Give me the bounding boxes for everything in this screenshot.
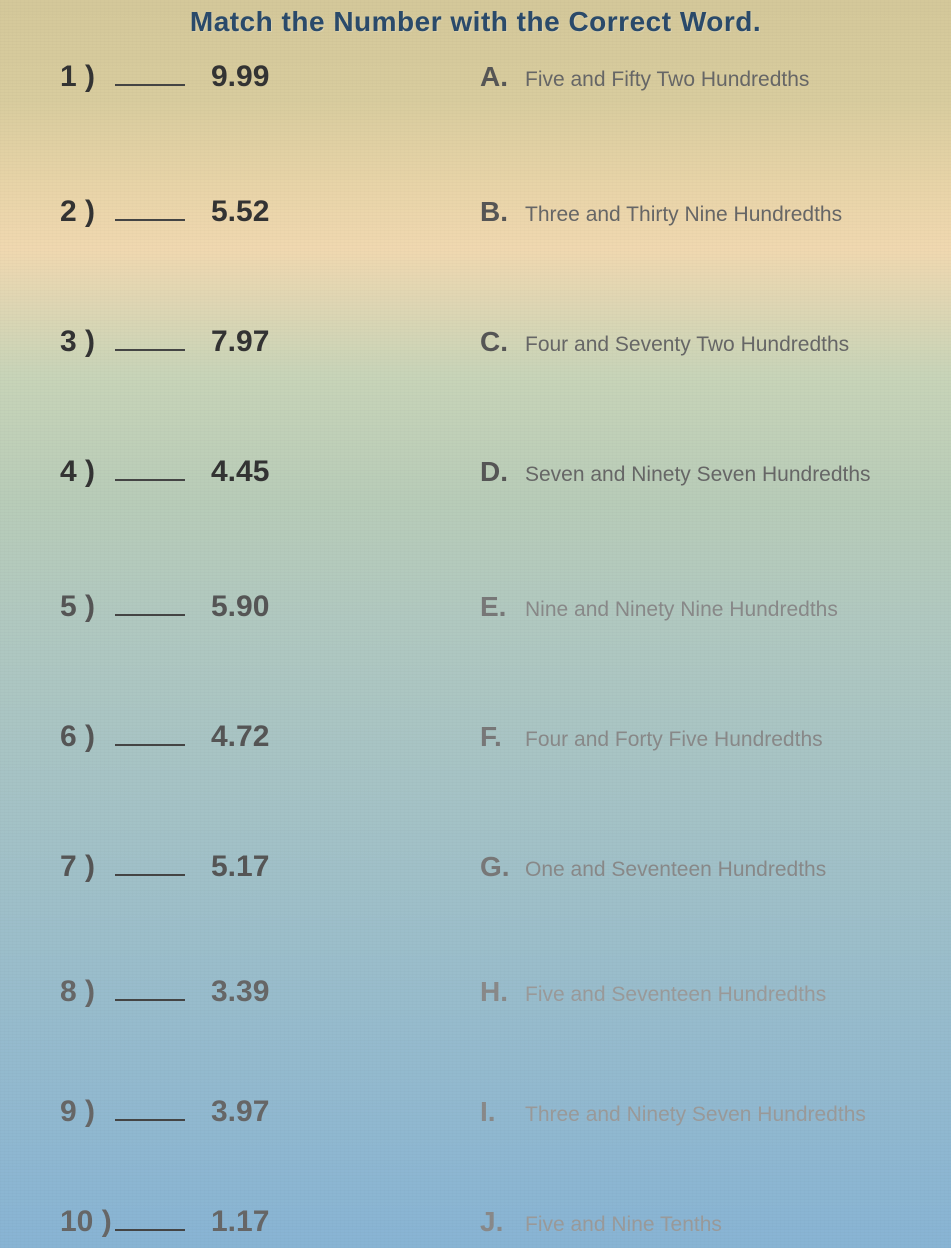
question-row-1: 1 ) 9.99 A.Five and Fifty Two Hundredths (0, 60, 951, 94)
choice-letter: J. (480, 1206, 525, 1238)
answer-blank[interactable] (115, 614, 185, 616)
number-word: Seven and Ninety Seven Hundredths (525, 463, 871, 487)
answer-blank[interactable] (115, 1229, 185, 1231)
choice-letter: C. (480, 326, 525, 358)
decimal-number: 3.39 (211, 975, 269, 1009)
number-word: Three and Ninety Seven Hundredths (525, 1103, 866, 1127)
question-number: 2 ) (60, 195, 115, 229)
question-row-6: 6 ) 4.72 F.Four and Forty Five Hundredths (0, 720, 951, 754)
decimal-number: 4.72 (211, 720, 269, 754)
question-number: 4 ) (60, 455, 115, 489)
decimal-number: 7.97 (211, 325, 269, 359)
decimal-number: 5.90 (211, 590, 269, 624)
choice-letter: I. (480, 1096, 525, 1128)
decimal-number: 3.97 (211, 1095, 269, 1129)
question-row-9: 9 ) 3.97 I.Three and Ninety Seven Hundredt… (0, 1095, 951, 1129)
question-number: 9 ) (60, 1095, 115, 1129)
answer-blank[interactable] (115, 479, 185, 481)
answer-blank[interactable] (115, 744, 185, 746)
number-word: Five and Seventeen Hundredths (525, 983, 826, 1007)
number-word: Four and Forty Five Hundredths (525, 728, 823, 752)
answer-blank[interactable] (115, 999, 185, 1001)
choice-letter: H. (480, 976, 525, 1008)
decimal-number: 5.52 (211, 195, 269, 229)
question-row-2: 2 ) 5.52 B.Three and Thirty Nine Hundredth… (0, 195, 951, 229)
choice-letter: G. (480, 851, 525, 883)
answer-blank[interactable] (115, 874, 185, 876)
choice-letter: E. (480, 591, 525, 623)
worksheet-title: Match the Number with the Correct Word. (0, 6, 951, 38)
decimal-number: 1.17 (211, 1205, 269, 1239)
question-number: 5 ) (60, 590, 115, 624)
question-row-8: 8 ) 3.39 H.Five and Seventeen Hundredths (0, 975, 951, 1009)
choice-letter: B. (480, 196, 525, 228)
decimal-number: 9.99 (211, 60, 269, 94)
question-number: 7 ) (60, 850, 115, 884)
number-word: Five and Fifty Two Hundredths (525, 68, 809, 92)
number-word: Three and Thirty Nine Hundredths (525, 203, 842, 227)
question-number: 3 ) (60, 325, 115, 359)
question-row-10: 10 ) 1.17 J.Five and Nine Tenths (0, 1205, 951, 1239)
question-number: 6 ) (60, 720, 115, 754)
number-word: Nine and Ninety Nine Hundredths (525, 598, 838, 622)
question-row-7: 7 ) 5.17 G.One and Seventeen Hundredths (0, 850, 951, 884)
answer-blank[interactable] (115, 349, 185, 351)
decimal-number: 5.17 (211, 850, 269, 884)
answer-blank[interactable] (115, 1119, 185, 1121)
number-word: One and Seventeen Hundredths (525, 858, 826, 882)
question-row-5: 5 ) 5.90 E.Nine and Ninety Nine Hundredths (0, 590, 951, 624)
question-number: 8 ) (60, 975, 115, 1009)
answer-blank[interactable] (115, 84, 185, 86)
number-word: Five and Nine Tenths (525, 1213, 722, 1237)
question-row-4: 4 ) 4.45 D.Seven and Ninety Seven Hundredt… (0, 455, 951, 489)
number-word: Four and Seventy Two Hundredths (525, 333, 849, 357)
question-number: 1 ) (60, 60, 115, 94)
choice-letter: F. (480, 721, 525, 753)
answer-blank[interactable] (115, 219, 185, 221)
choice-letter: A. (480, 61, 525, 93)
choice-letter: D. (480, 456, 525, 488)
decimal-number: 4.45 (211, 455, 269, 489)
question-number: 10 ) (60, 1205, 115, 1239)
question-row-3: 3 ) 7.97 C.Four and Seventy Two Hundredths (0, 325, 951, 359)
